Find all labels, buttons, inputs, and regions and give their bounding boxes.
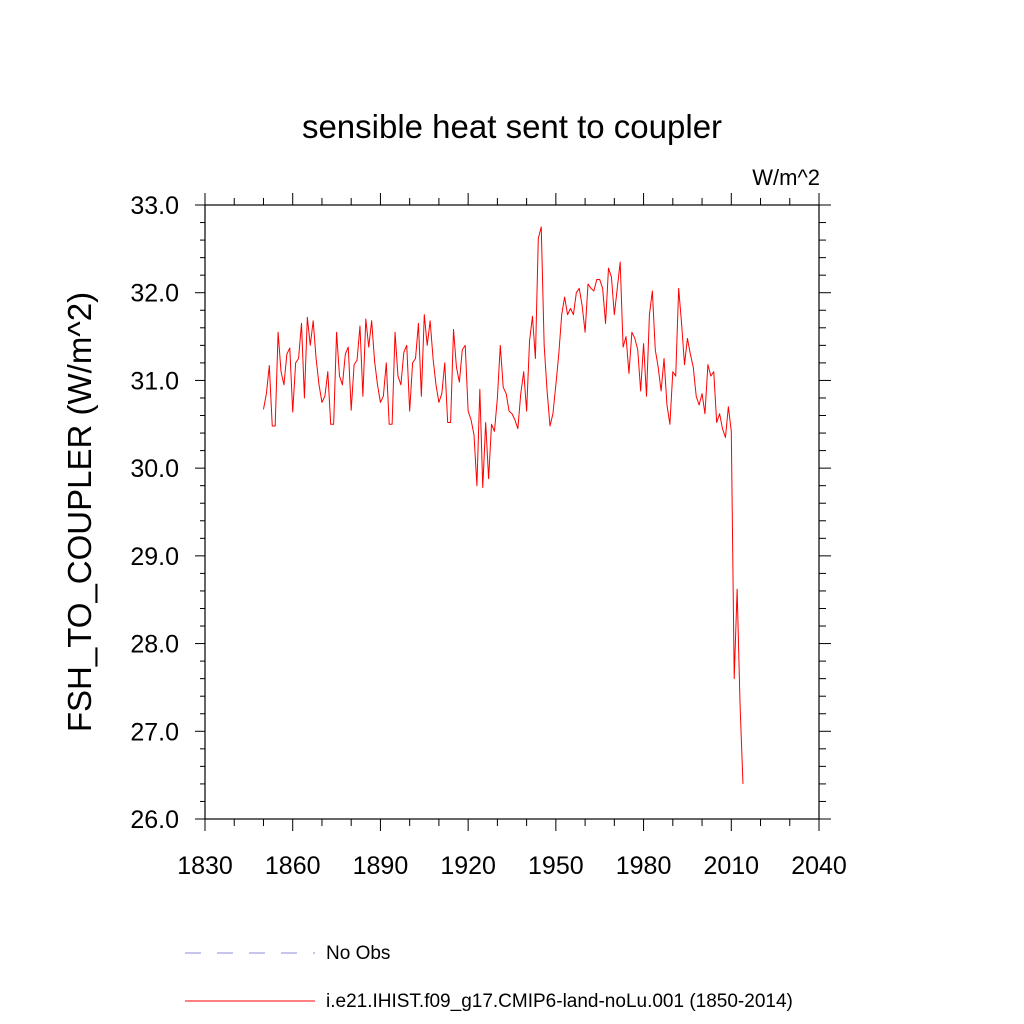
y-tick-label: 31.0 (130, 367, 179, 395)
y-tick-label: 33.0 (130, 192, 179, 220)
series-line (262, 226, 744, 784)
chart-title: sensible heat sent to coupler (302, 108, 722, 145)
legend: No Obs i.e21.IHIST.f09_g17.CMIP6-land-no… (185, 943, 793, 1012)
plot-frame (204, 204, 820, 820)
y-tick-label: 27.0 (130, 718, 179, 746)
x-tick-label: 2040 (791, 852, 847, 880)
units-label: W/m^2 (752, 165, 820, 190)
x-tick-label: 2010 (703, 852, 759, 880)
y-tick-label: 26.0 (130, 806, 179, 834)
y-tick-label: 28.0 (130, 631, 179, 659)
y-axis-ticks: 26.0 27.0 28.0 29.0 30.0 31.0 32.0 33.0 (130, 192, 831, 834)
x-tick-label: 1860 (265, 852, 321, 880)
legend-label-model: i.e21.IHIST.f09_g17.CMIP6-land-noLu.001 … (326, 991, 793, 1012)
y-tick-label: 32.0 (130, 280, 179, 308)
x-axis-ticks: 1830 1860 1890 1920 1950 1980 2010 2040 (177, 193, 847, 880)
y-tick-label: 29.0 (130, 543, 179, 571)
x-tick-label: 1950 (528, 852, 584, 880)
x-tick-label: 1830 (177, 852, 233, 880)
y-tick-label: 30.0 (130, 455, 179, 483)
y-axis-label: FSH_TO_COUPLER (W/m^2) (61, 292, 98, 732)
x-tick-label: 1890 (353, 852, 409, 880)
x-tick-label: 1980 (616, 852, 672, 880)
series-layer (262, 226, 744, 784)
legend-label-no-obs: No Obs (326, 943, 390, 964)
x-tick-label: 1920 (440, 852, 496, 880)
